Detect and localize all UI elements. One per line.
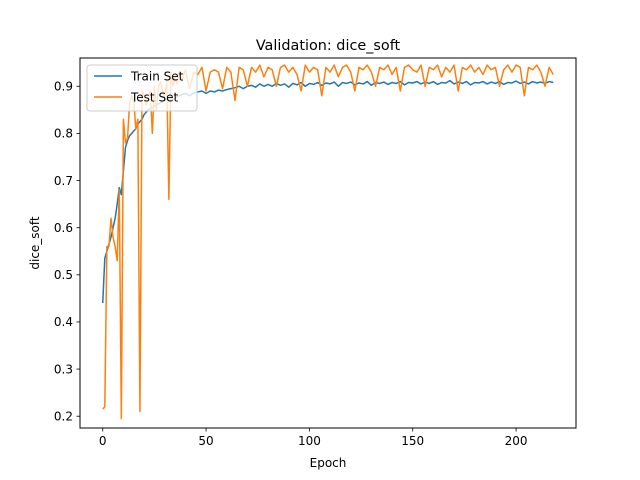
y-axis-ticks: 0.2 0.3 0.4 0.5 0.6 0.7 0.8 0.9 [54, 80, 80, 424]
chart-title: Validation: dice_soft [256, 38, 401, 54]
x-tick-label: 200 [505, 434, 528, 448]
x-axis-label: Epoch [310, 456, 347, 470]
legend-label-test-set: Test Set [130, 91, 178, 105]
x-tick-label: 50 [198, 434, 213, 448]
series-line-train-set [101, 79, 554, 304]
y-axis-label: dice_soft [28, 216, 42, 270]
y-tick-label: 0.8 [54, 127, 73, 141]
x-axis-ticks: 0 50 100 150 200 [99, 428, 528, 448]
y-tick-label: 0.2 [54, 410, 73, 424]
y-tick-label: 0.6 [54, 221, 73, 235]
x-tick-label: 150 [401, 434, 424, 448]
y-tick-label: 0.7 [54, 174, 73, 188]
x-tick-label: 100 [298, 434, 321, 448]
y-tick-label: 0.4 [54, 315, 73, 329]
legend: Train Set Test Set [86, 64, 198, 112]
x-tick-label: 0 [99, 434, 107, 448]
y-tick-label: 0.5 [54, 268, 73, 282]
plot-frame [79, 57, 577, 429]
y-tick-label: 0.9 [54, 80, 73, 94]
y-tick-label: 0.3 [54, 362, 73, 376]
legend-label-train-set: Train Set [130, 70, 184, 84]
